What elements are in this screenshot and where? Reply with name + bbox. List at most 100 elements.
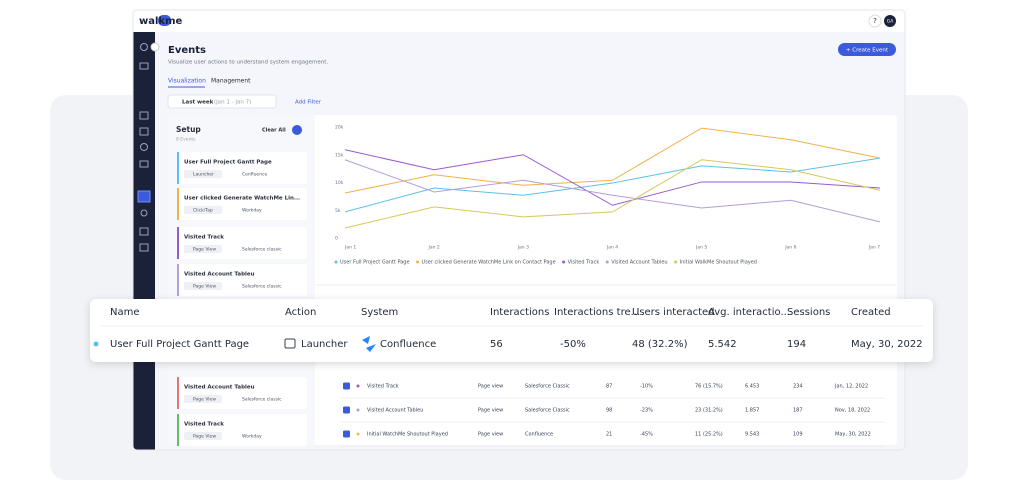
page-subtitle: Visualize user actions to understand sys… [168, 60, 328, 66]
series-line [344, 127, 881, 194]
x-tick-label: Jan 3 [517, 245, 529, 251]
column-header[interactable]: Interactions [490, 307, 549, 318]
event-card[interactable] [177, 227, 307, 259]
row-checkbox[interactable] [343, 430, 350, 438]
column-header[interactable]: Interactions tre... [554, 307, 640, 318]
table-cell: Page view [478, 384, 503, 390]
event-card-accent [177, 264, 179, 296]
row-dot [356, 384, 360, 388]
frame-border [132, 9, 906, 451]
tab[interactable]: Management [211, 78, 251, 85]
add-event-button[interactable] [292, 125, 302, 135]
event-card-accent [177, 414, 179, 446]
column-header[interactable]: Action [285, 307, 316, 318]
column-header[interactable]: Created [851, 307, 891, 318]
table-cell: Page view [478, 432, 503, 438]
series-line [344, 157, 881, 213]
action-chip [184, 245, 222, 253]
event-name: Visited Track [184, 235, 224, 241]
date-select[interactable] [167, 94, 277, 109]
legend-dot [605, 260, 609, 264]
table-cell: 234 [793, 384, 803, 390]
series-line [344, 159, 881, 229]
row-cell: -50% [560, 339, 586, 350]
create-button[interactable] [838, 43, 896, 56]
legend-dot [674, 260, 678, 264]
table-cell: 6.453 [745, 384, 759, 390]
event-card[interactable] [177, 377, 307, 409]
legend-label: Visited Track [568, 260, 600, 266]
overlay-card [90, 299, 933, 362]
row-checkbox[interactable] [343, 406, 350, 414]
y-tick-label: 0 [335, 236, 338, 242]
row-cell: May, 30, 2022 [851, 339, 923, 350]
add-filter[interactable]: Add Filter [295, 100, 322, 106]
table-cell: Jan, 12, 2022 [834, 384, 868, 390]
event-action: Page View [193, 397, 216, 403]
row-cell: 5.542 [708, 339, 737, 350]
row-dot [356, 432, 360, 436]
sidebar [133, 32, 155, 450]
column-header[interactable]: Sessions [787, 307, 830, 318]
column-header[interactable]: Avg. interactio... [708, 307, 790, 318]
clear-all[interactable]: Clear All [262, 128, 286, 134]
column-header[interactable]: Name [110, 307, 140, 318]
event-system: Salesforce classic [242, 247, 282, 253]
event-card-accent [177, 377, 179, 409]
table-cell: 98 [606, 408, 612, 414]
table-cell: 87 [606, 384, 612, 390]
column-header[interactable]: Users interacted [632, 307, 715, 318]
table-cell: 11 (25.2%) [695, 432, 723, 438]
tab[interactable]: Visualization [168, 78, 206, 85]
column-header[interactable]: System [361, 307, 398, 318]
help-button[interactable] [868, 14, 882, 28]
table-cell: 76 (15.7%) [695, 384, 723, 390]
table-cell: 1.857 [745, 408, 759, 414]
event-card[interactable] [177, 414, 307, 446]
table-cell: Nov, 18, 2022 [835, 408, 870, 414]
x-tick-label: Jan 2 [428, 245, 440, 251]
logo-badge [158, 15, 171, 26]
event-card[interactable] [177, 152, 307, 184]
table-cell: -10% [640, 384, 653, 390]
setup-count: 8 Events [176, 137, 196, 143]
table-cell: Visited Account Tableu [367, 408, 423, 414]
action-icon [284, 338, 296, 349]
row-cell: 48 (32.2%) [632, 339, 688, 350]
row-overlay: Name Action System Interactions Interactions… [90, 299, 933, 362]
action-chip [184, 282, 222, 290]
event-system: Workday [242, 434, 262, 440]
row-checkbox[interactable] [343, 382, 350, 390]
action-chip [184, 206, 222, 214]
table-cell: 21 [606, 432, 612, 438]
table-cell: Initial WatchMe Shoutout Played [367, 432, 448, 438]
avatar-initials: GA [887, 19, 894, 25]
y-tick-label: 20k [335, 125, 344, 131]
avatar[interactable] [884, 15, 896, 27]
event-card[interactable] [177, 188, 307, 220]
event-card[interactable] [177, 264, 307, 296]
sidebar-toggle[interactable] [150, 42, 160, 52]
x-tick-label: Jan 6 [784, 245, 796, 251]
row-cell: 56 [490, 339, 503, 350]
setup-title: Setup [176, 125, 201, 134]
table-cell: Visited Track [367, 384, 399, 390]
event-name: Visited Account Tableu [184, 385, 255, 391]
row-cell: User Full Project Gantt Page [110, 339, 249, 350]
topbar [133, 10, 905, 32]
action-chip [184, 395, 222, 403]
create-event: + Create Event [846, 48, 889, 54]
table-cell: Salesforce Classic [525, 384, 570, 390]
table-cell: 109 [793, 432, 803, 438]
legend-dot [562, 260, 566, 264]
table-cell: 187 [793, 408, 803, 414]
logo: walkme [139, 16, 182, 27]
legend-label: User Full Project Gantt Page [340, 260, 410, 266]
action-chip [184, 432, 222, 440]
table-cell: -45% [640, 432, 653, 438]
event-name: User clicked Generate WatchMe Lin... [184, 196, 300, 202]
event-action: Launcher [193, 172, 214, 178]
table-cell: May, 30, 2022 [835, 432, 871, 438]
legend-label: Visited Account Tableu [611, 260, 667, 266]
